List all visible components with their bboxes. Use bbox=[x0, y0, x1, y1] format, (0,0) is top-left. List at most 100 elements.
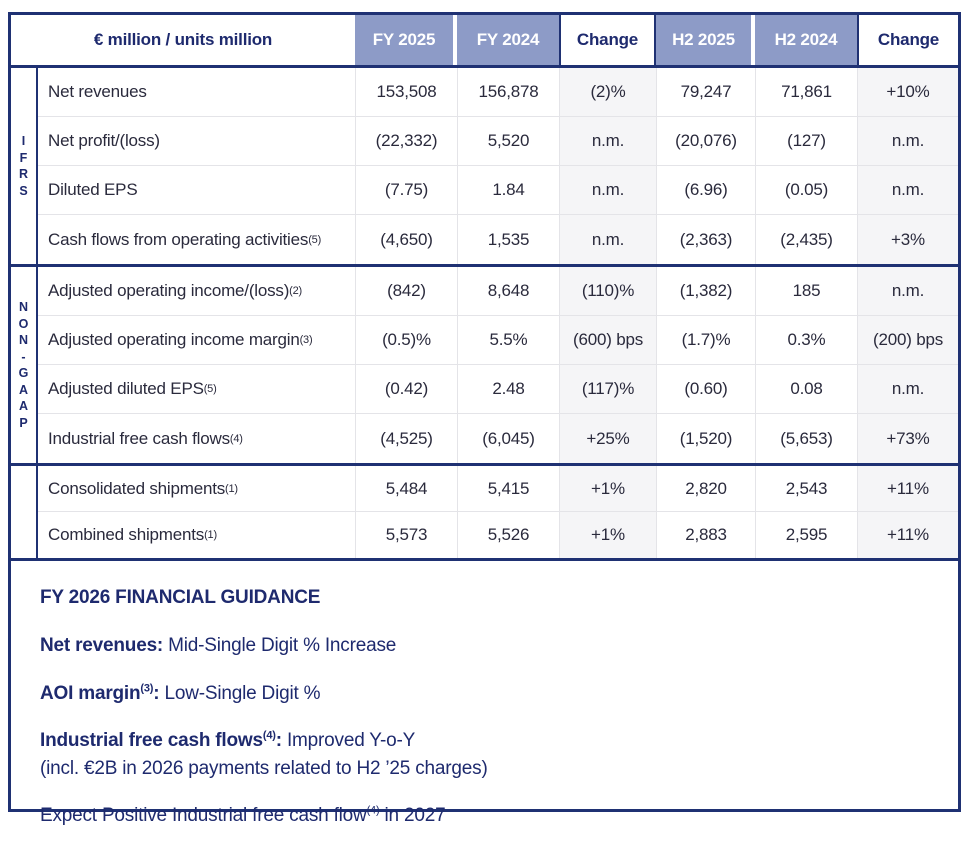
value-cell: (20,076) bbox=[656, 117, 755, 166]
table-row: Adjusted operating income/(loss) (2) (842)… bbox=[38, 267, 958, 316]
table-section: I F R S Net revenues 153,508 156,878 (2)% 79,… bbox=[11, 68, 958, 267]
value-cell: 5.5% bbox=[457, 316, 559, 365]
value-cell: 5,573 bbox=[355, 512, 457, 558]
guidance-title: FY 2026 FINANCIAL GUIDANCE bbox=[40, 587, 321, 608]
value-cell: +11% bbox=[857, 466, 958, 512]
value-cell: 5,484 bbox=[355, 466, 457, 512]
value-cell: 2,820 bbox=[656, 466, 755, 512]
value-cell: +1% bbox=[559, 512, 656, 558]
value-cell: (1.7)% bbox=[656, 316, 755, 365]
column-header-fy2024: FY 2024 bbox=[457, 15, 559, 65]
value-cell: +3% bbox=[857, 215, 958, 264]
value-cell: +73% bbox=[857, 414, 958, 463]
value-cell: 5,520 bbox=[457, 117, 559, 166]
value-cell: 0.3% bbox=[755, 316, 857, 365]
row-label: Cash flows from operating activities (5) bbox=[48, 229, 322, 249]
table-row: Combined shipments (1) 5,573 5,526 +1% 2,883 2… bbox=[38, 512, 958, 558]
value-cell: (0.42) bbox=[355, 365, 457, 414]
value-cell: 5,526 bbox=[457, 512, 559, 558]
value-cell: (0.05) bbox=[755, 166, 857, 215]
group-label: N O N - G A A P bbox=[11, 267, 38, 463]
value-cell: (7.75) bbox=[355, 166, 457, 215]
table-row: Adjusted operating income margin (3) (0.5)… bbox=[38, 316, 958, 365]
value-cell: +25% bbox=[559, 414, 656, 463]
value-cell: 1,535 bbox=[457, 215, 559, 264]
value-cell: (0.5)% bbox=[355, 316, 457, 365]
column-header-fy2025: FY 2025 bbox=[355, 15, 457, 65]
table-row: Net revenues 153,508 156,878 (2)% 79,247 71,8… bbox=[38, 68, 958, 117]
value-cell: (6,045) bbox=[457, 414, 559, 463]
row-label: Net revenues bbox=[38, 68, 355, 117]
value-cell: (1,382) bbox=[656, 267, 755, 316]
value-cell: (842) bbox=[355, 267, 457, 316]
table-row: Cash flows from operating activities (5) (… bbox=[38, 215, 958, 264]
value-cell: 2.48 bbox=[457, 365, 559, 414]
footnote-marker: (4) bbox=[366, 804, 380, 817]
table-row: Adjusted diluted EPS (5) (0.42) 2.48 (117)%(… bbox=[38, 365, 958, 414]
table-row: Industrial free cash flows (4) (4,525) (6,0… bbox=[38, 414, 958, 463]
value-cell: 0.08 bbox=[755, 365, 857, 414]
group-label: I F R S bbox=[11, 68, 38, 264]
value-cell: 185 bbox=[755, 267, 857, 316]
row-label: Adjusted diluted EPS (5) bbox=[38, 365, 355, 414]
row-label: Industrial free cash flows (4) bbox=[48, 428, 243, 448]
value-cell: (22,332) bbox=[355, 117, 457, 166]
value-cell: (2,363) bbox=[656, 215, 755, 264]
table-row: Diluted EPS (7.75) 1.84 n.m. (6.96) (0.05) n.m… bbox=[38, 166, 958, 215]
row-label: Net profit/(loss) bbox=[38, 117, 355, 166]
value-cell: 8,648 bbox=[457, 267, 559, 316]
guidance-line: Industrial free cash flows(4): Improved … bbox=[40, 729, 488, 779]
row-label: Combined shipments (1) bbox=[48, 525, 217, 544]
footnote-marker: (4) bbox=[262, 729, 276, 742]
value-cell: (4,525) bbox=[355, 414, 457, 463]
footnote-marker: (3) bbox=[140, 682, 154, 695]
value-cell: n.m. bbox=[857, 166, 958, 215]
value-cell: n.m. bbox=[857, 117, 958, 166]
value-cell: 156,878 bbox=[457, 68, 559, 117]
unit-header-cell: € million / units million bbox=[93, 30, 273, 49]
value-cell: 2,595 bbox=[755, 512, 857, 558]
table-body: I F R S Net revenues 153,508 156,878 (2)% 79,… bbox=[11, 68, 958, 561]
value-cell: 5,415 bbox=[457, 466, 559, 512]
column-header-h2-2025: H2 2025 bbox=[656, 15, 755, 65]
guidance-lines: Net revenues: Mid-Single Digit % Increas… bbox=[40, 632, 938, 830]
table-row: Net profit/(loss) (22,332) 5,520 n.m. (20,07… bbox=[38, 117, 958, 166]
value-cell: (2)% bbox=[559, 68, 656, 117]
table-row: Consolidated shipments (1) 5,484 5,415 +1% 2,… bbox=[38, 466, 958, 512]
value-cell: (200) bps bbox=[857, 316, 958, 365]
value-cell: 153,508 bbox=[355, 68, 457, 117]
value-cell: (127) bbox=[755, 117, 857, 166]
value-cell: 2,543 bbox=[755, 466, 857, 512]
column-header-change-h2: Change bbox=[857, 15, 958, 65]
value-cell: (6.96) bbox=[656, 166, 755, 215]
value-cell: +11% bbox=[857, 512, 958, 558]
value-cell: (0.60) bbox=[656, 365, 755, 414]
financial-results-table: € million / units million FY 2025 FY 202… bbox=[8, 12, 961, 826]
value-cell: (4,650) bbox=[355, 215, 457, 264]
value-cell: +10% bbox=[857, 68, 958, 117]
value-cell: (117)% bbox=[559, 365, 656, 414]
value-cell: (600) bps bbox=[559, 316, 656, 365]
column-header-h2-2024: H2 2024 bbox=[755, 15, 857, 65]
table-header-row: € million / units million FY 2025 FY 202… bbox=[11, 15, 958, 68]
table-section: Consolidated shipments (1) 5,484 5,415 +1% 2,… bbox=[11, 466, 958, 561]
guidance-line: Net revenues: Mid-Single Digit % Increas… bbox=[40, 635, 397, 656]
value-cell: (1,520) bbox=[656, 414, 755, 463]
value-cell: +1% bbox=[559, 466, 656, 512]
value-cell: (2,435) bbox=[755, 215, 857, 264]
guidance-section: FY 2026 FINANCIAL GUIDANCE Net revenues:… bbox=[11, 561, 958, 850]
column-header-change-fy: Change bbox=[559, 15, 656, 65]
value-cell: (110)% bbox=[559, 267, 656, 316]
value-cell: n.m. bbox=[559, 166, 656, 215]
row-label: Adjusted operating income/(loss) (2) bbox=[38, 267, 355, 316]
table-section: N O N - G A A P Adjusted operating income… bbox=[11, 267, 958, 466]
value-cell: 79,247 bbox=[656, 68, 755, 117]
value-cell: (5,653) bbox=[755, 414, 857, 463]
value-cell: n.m. bbox=[559, 117, 656, 166]
value-cell: 71,861 bbox=[755, 68, 857, 117]
row-label: Diluted EPS bbox=[38, 166, 355, 215]
value-cell: 1.84 bbox=[457, 166, 559, 215]
row-label: Adjusted operating income margin (3) bbox=[38, 316, 355, 365]
guidance-line: AOI margin(3): Low-Single Digit % bbox=[40, 682, 321, 704]
value-cell: n.m. bbox=[857, 267, 958, 316]
